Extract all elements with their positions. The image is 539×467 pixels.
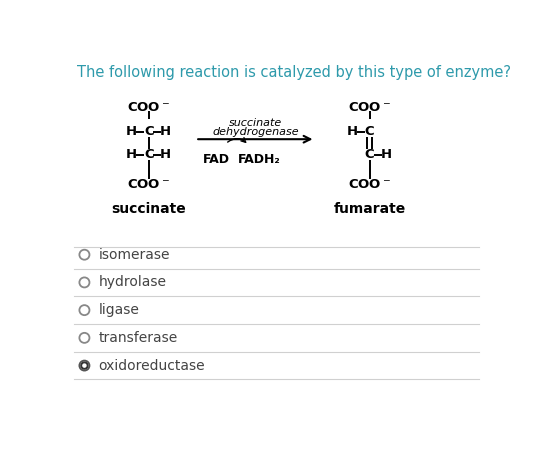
Text: C: C [365,148,375,161]
Text: transferase: transferase [99,331,178,345]
Text: isomerase: isomerase [99,248,170,262]
Text: H: H [126,125,137,138]
Text: C: C [144,148,154,161]
Text: C: C [365,125,375,138]
Text: H: H [160,148,171,161]
Text: The following reaction is catalyzed by this type of enzyme?: The following reaction is catalyzed by t… [77,65,510,80]
Circle shape [83,364,86,367]
Text: H: H [381,148,392,161]
Text: H: H [347,125,358,138]
Text: succinate: succinate [112,202,186,216]
Text: dehydrogenase: dehydrogenase [212,127,299,137]
Text: COO$^-$: COO$^-$ [127,178,170,191]
Circle shape [81,362,88,369]
Text: oxidoreductase: oxidoreductase [99,359,205,373]
Text: COO$^-$: COO$^-$ [127,101,170,113]
Text: FADH₂: FADH₂ [238,153,281,166]
Text: hydrolase: hydrolase [99,276,167,290]
Text: fumarate: fumarate [334,202,406,216]
Text: COO$^-$: COO$^-$ [348,178,391,191]
Text: COO$^-$: COO$^-$ [348,101,391,113]
Text: H: H [126,148,137,161]
Text: H: H [160,125,171,138]
Text: succinate: succinate [229,119,282,128]
Text: C: C [144,125,154,138]
Text: ligase: ligase [99,303,139,317]
Text: FAD: FAD [203,153,230,166]
